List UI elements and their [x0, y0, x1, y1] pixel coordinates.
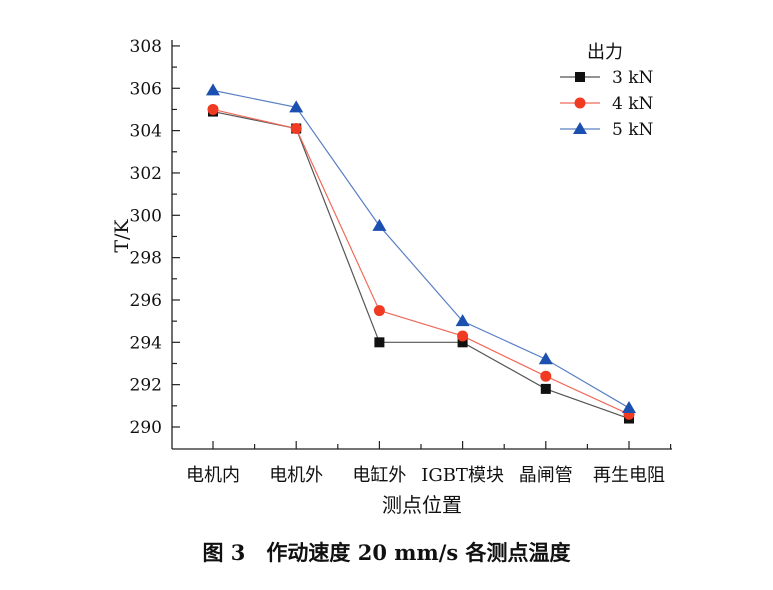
data-point-5kN	[622, 400, 636, 413]
y-tick-label: 290	[130, 418, 162, 438]
y-tick-label: 306	[130, 79, 162, 99]
data-point-5kN	[372, 218, 387, 231]
figure-caption: 图 3 作动速度 20 mm/s 各测点温度	[202, 540, 571, 565]
legend-title: 出力	[587, 42, 623, 63]
series-line-4kN	[212, 108, 630, 415]
x-tick-label: 晶闸管	[519, 465, 573, 486]
legend-marker	[574, 97, 586, 109]
data-point-5kN	[538, 352, 553, 365]
x-tick-label: 电机内	[186, 465, 240, 486]
series-line-3kN	[212, 110, 630, 420]
series-line-5kN	[212, 89, 630, 409]
x-tick-label: 再生电阻	[593, 465, 665, 486]
data-point-4kN	[457, 330, 469, 342]
data-point-3kN	[540, 383, 551, 394]
x-axis-label: 测点位置	[382, 493, 462, 517]
x-tick-label: 电机外	[269, 465, 323, 486]
data-point-5kN	[206, 83, 220, 96]
data-point-4kN	[540, 370, 552, 382]
y-tick-label: 300	[130, 206, 162, 226]
y-tick-label: 298	[130, 249, 162, 269]
y-tick-label: 302	[130, 164, 162, 184]
y-tick-label: 308	[130, 37, 162, 57]
y-tick-label: 292	[130, 376, 162, 396]
data-point-3kN	[374, 337, 385, 348]
y-tick-label: 296	[130, 291, 162, 311]
y-tick-label: 304	[130, 122, 162, 142]
data-point-4kN	[290, 123, 302, 135]
data-point-5kN	[455, 314, 470, 327]
legend-label: 5 kN	[612, 120, 654, 140]
x-tick-label: 电缸外	[352, 464, 406, 486]
x-tick-label: IGBT模块	[421, 465, 504, 486]
y-axis-label: T/K	[111, 219, 133, 253]
legend-label: 4 kN	[612, 94, 654, 114]
y-tick-label: 294	[130, 333, 162, 353]
legend-marker	[573, 122, 587, 134]
data-point-3kN	[457, 337, 468, 348]
line-chart: 290 292 294 296 298 300 302 304 306 308 电机内 电机外 电缸外 I…	[130, 37, 672, 517]
data-point-4kN	[373, 305, 385, 317]
data-point-4kN	[207, 103, 219, 115]
legend-label: 3 kN	[612, 68, 654, 88]
data-point-5kN	[289, 100, 304, 113]
legend-marker	[575, 72, 585, 82]
